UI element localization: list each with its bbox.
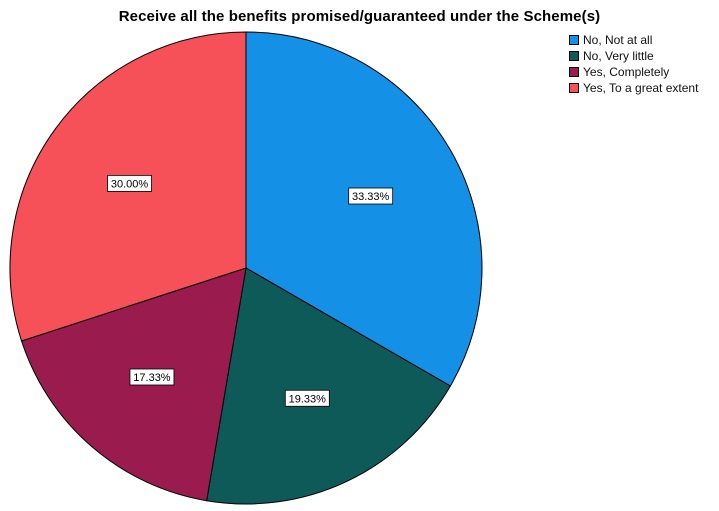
pie-slice [245, 31, 483, 387]
legend-swatch [569, 51, 579, 61]
data-label-text: 17.33% [133, 372, 171, 384]
legend-label: Yes, To a great extent [583, 81, 699, 95]
chart-title: Receive all the benefits promised/guaran… [118, 8, 601, 25]
data-label-box [107, 174, 152, 192]
pie-slice [206, 267, 452, 505]
legend-label: No, Not at all [583, 33, 653, 47]
legend-label: No, Very little [583, 49, 654, 63]
data-label-box [284, 389, 330, 407]
data-label: 33.33% [348, 187, 394, 205]
legend-item: No, Not at all [569, 32, 719, 48]
data-label: 17.33% [129, 368, 175, 386]
legend-item: Yes, To a great extent [569, 80, 719, 96]
legend-swatch [569, 83, 579, 93]
data-label-text: 33.33% [352, 191, 390, 203]
legend-swatch [569, 35, 579, 45]
legend-item: No, Very little [569, 48, 719, 64]
data-label-box [129, 368, 175, 386]
legend-label: Yes, Completely [583, 65, 670, 79]
data-label-text: 19.33% [289, 393, 327, 405]
data-label: 19.33% [284, 389, 330, 407]
legend-item: Yes, Completely [569, 64, 719, 80]
legend-swatch [569, 67, 579, 77]
chart-legend: No, Not at all No, Very little Yes, Comp… [569, 32, 719, 96]
data-label-text: 30.00% [111, 178, 149, 190]
data-label-box [348, 187, 394, 205]
data-label: 30.00% [107, 174, 152, 192]
